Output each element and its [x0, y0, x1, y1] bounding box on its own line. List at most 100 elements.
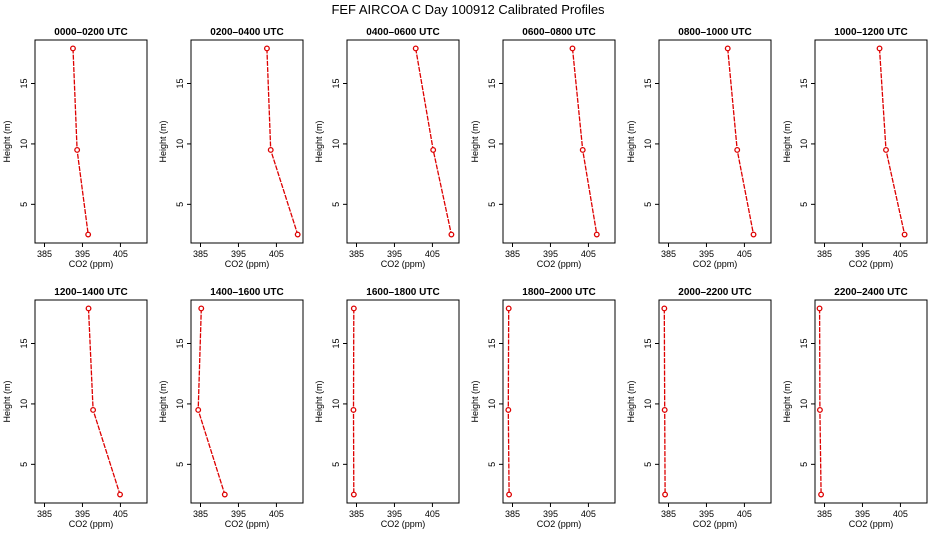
profile-line — [72, 48, 89, 235]
x-tick-label: 405 — [893, 509, 908, 519]
plot-frame — [814, 39, 928, 244]
panel-3: 0600–0800 UTC 385 395 405 5 10 15 CO2 (ppm) Heig… — [470, 27, 616, 269]
data-point — [85, 231, 92, 238]
x-tick-label: 385 — [505, 249, 520, 259]
data-point — [661, 305, 668, 312]
y-tick-label: 10 — [643, 139, 653, 149]
data-point — [448, 231, 455, 238]
x-tick-label: 395 — [855, 509, 870, 519]
x-tick-label: 385 — [817, 509, 832, 519]
plot-frame — [34, 299, 148, 504]
x-tick-label: 385 — [193, 509, 208, 519]
x-tick-label: 395 — [231, 509, 246, 519]
y-tick-label: 5 — [331, 462, 341, 467]
profile-line — [266, 48, 299, 235]
y-tick-label: 10 — [331, 139, 341, 149]
y-tick-label: 5 — [19, 202, 29, 207]
y-tick-label: 15 — [487, 78, 497, 88]
x-axis-label: CO2 (ppm) — [537, 259, 582, 269]
data-point — [90, 407, 97, 413]
x-tick-label: 395 — [699, 509, 714, 519]
x-tick-label: 405 — [581, 509, 596, 519]
profile-line — [197, 308, 226, 495]
data-point — [85, 305, 92, 312]
x-axis-label: CO2 (ppm) — [225, 519, 270, 529]
x-tick-label: 395 — [75, 509, 90, 519]
y-tick-label: 10 — [19, 399, 29, 409]
y-axis-label: Height (m) — [626, 120, 636, 162]
x-tick-label: 405 — [113, 249, 128, 259]
y-axis-label: Height (m) — [2, 380, 12, 422]
panel-2: 0400–0600 UTC 385 395 405 5 10 15 CO2 (ppm) Heig… — [314, 27, 460, 269]
figure-title: FEF AIRCOA C Day 100912 Calibrated Profi… — [331, 2, 605, 17]
data-point — [350, 305, 357, 312]
panel-title: 1600–1800 UTC — [366, 287, 439, 298]
x-axis-label: CO2 (ppm) — [381, 519, 426, 529]
profile-line — [878, 48, 906, 235]
data-point — [662, 491, 669, 498]
y-axis-label: Height (m) — [158, 380, 168, 422]
y-axis-label: Height (m) — [2, 120, 12, 162]
y-tick-label: 5 — [799, 202, 809, 207]
y-tick-label: 15 — [799, 78, 809, 88]
profile-line — [87, 308, 121, 495]
y-tick-label: 5 — [175, 462, 185, 467]
y-tick-label: 15 — [175, 338, 185, 348]
data-point — [816, 305, 823, 312]
y-axis-label: Height (m) — [782, 380, 792, 422]
x-tick-label: 405 — [425, 249, 440, 259]
x-tick-label: 405 — [893, 249, 908, 259]
data-point — [430, 147, 437, 153]
plot-frame — [658, 299, 772, 504]
x-tick-label: 395 — [543, 509, 558, 519]
data-point — [350, 491, 357, 498]
data-point — [350, 407, 357, 413]
data-point — [901, 231, 908, 238]
x-tick-label: 395 — [855, 249, 870, 259]
panel-10: 2000–2200 UTC 385 395 405 5 10 15 CO2 (ppm) Heig… — [626, 287, 772, 529]
plot-frame — [814, 299, 928, 504]
y-tick-label: 10 — [487, 139, 497, 149]
data-point — [74, 147, 81, 153]
y-tick-label: 15 — [643, 78, 653, 88]
panel-title: 1200–1400 UTC — [54, 287, 127, 298]
y-tick-label: 5 — [19, 462, 29, 467]
x-axis-label: CO2 (ppm) — [225, 259, 270, 269]
y-axis-label: Height (m) — [470, 120, 480, 162]
data-point — [117, 491, 123, 498]
y-axis-label: Height (m) — [626, 380, 636, 422]
x-axis-label: CO2 (ppm) — [693, 259, 738, 269]
panel-title: 1800–2000 UTC — [522, 287, 595, 298]
y-tick-label: 15 — [331, 78, 341, 88]
x-tick-label: 405 — [425, 509, 440, 519]
y-tick-label: 10 — [487, 399, 497, 409]
panel-9: 1800–2000 UTC 385 395 405 5 10 15 CO2 (ppm) Heig… — [470, 287, 616, 529]
plot-frame — [502, 39, 616, 244]
x-tick-label: 385 — [661, 509, 676, 519]
x-axis-label: CO2 (ppm) — [381, 259, 426, 269]
x-tick-label: 405 — [269, 509, 284, 519]
y-tick-label: 5 — [331, 202, 341, 207]
y-tick-label: 15 — [175, 78, 185, 88]
y-tick-label: 10 — [643, 399, 653, 409]
y-tick-label: 5 — [643, 462, 653, 467]
data-point — [506, 491, 513, 498]
panel-title: 2200–2400 UTC — [834, 287, 907, 298]
x-axis-label: CO2 (ppm) — [849, 519, 894, 529]
panel-title: 0800–1000 UTC — [678, 27, 751, 38]
panel-title: 0400–0600 UTC — [366, 27, 439, 38]
data-point — [267, 147, 274, 153]
x-tick-label: 395 — [543, 249, 558, 259]
panel-8: 1600–1800 UTC 385 395 405 5 10 15 CO2 (ppm) Heig… — [314, 287, 460, 529]
x-tick-label: 405 — [113, 509, 128, 519]
y-axis-label: Height (m) — [158, 120, 168, 162]
data-point — [505, 305, 512, 312]
profile-line — [571, 48, 598, 235]
y-tick-label: 10 — [799, 139, 809, 149]
y-tick-label: 5 — [175, 202, 185, 207]
x-tick-label: 385 — [505, 509, 520, 519]
panel-6: 1200–1400 UTC 385 395 405 5 10 15 CO2 (ppm) Heig… — [2, 287, 148, 529]
data-point — [579, 147, 586, 153]
panel-7: 1400–1600 UTC 385 395 405 5 10 15 CO2 (ppm) Heig… — [158, 287, 304, 529]
x-axis-label: CO2 (ppm) — [849, 259, 894, 269]
